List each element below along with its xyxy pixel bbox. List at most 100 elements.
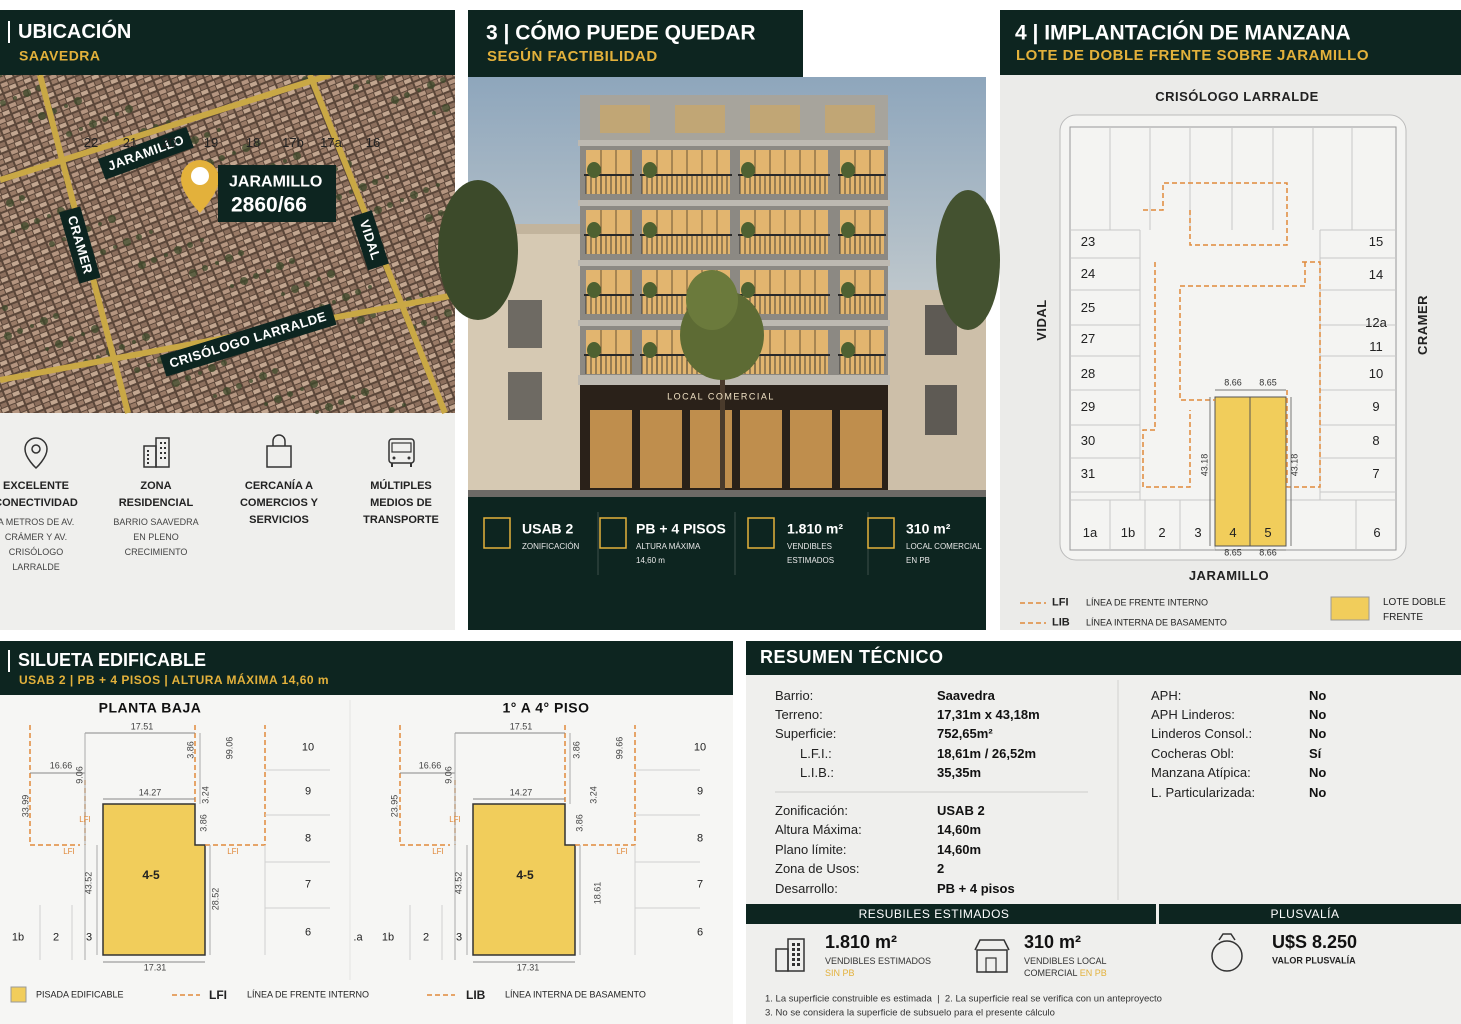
stat-value: 310 m² [906, 520, 951, 537]
lfi-line [1142, 262, 1191, 488]
tree [11, 229, 15, 233]
tree [208, 364, 216, 372]
feature-text: BARRIO SAAVEDRA EN PLENO CRECIMIENTO [113, 517, 199, 557]
field-value: 17,31m x 43,18m [937, 707, 1040, 723]
railing [584, 174, 634, 176]
tree [281, 292, 285, 296]
feature-title: MÚLTIPLES MEDIOS DE TRANSPORTE [363, 480, 439, 526]
tree [172, 379, 180, 387]
dimension-label: 3.24 [588, 786, 599, 804]
tree [336, 194, 342, 200]
section-title: PLUSVALÍA [1270, 906, 1340, 921]
tree [134, 367, 140, 373]
lot-number: 18 [245, 135, 261, 151]
plant [587, 282, 601, 298]
feature-text: A METROS DE AV. CRÁMER Y AV. CRISÓLOGO L… [0, 517, 75, 572]
stat-label: LOCAL COMERCIAL EN PB [906, 542, 982, 565]
lot-number: 10 [1368, 366, 1384, 382]
field-value: USAB 2 [937, 803, 985, 819]
tree [410, 191, 418, 199]
field-value: Saavedra [937, 688, 995, 704]
capital-gain-value: U$S 8.250 [1272, 932, 1358, 953]
icon [391, 442, 412, 453]
street [0, 72, 331, 183]
tree [274, 395, 282, 403]
field-label: Zona de Usos: [775, 861, 860, 877]
storefront-sign: LOCAL COMERCIAL [667, 391, 775, 402]
railing [838, 234, 886, 236]
window [825, 105, 875, 133]
field-value: No [1309, 785, 1327, 801]
dimension-label: 8.66 [1259, 547, 1277, 558]
tree [427, 81, 435, 89]
slab [578, 140, 890, 146]
lot-number: 21 [122, 135, 138, 151]
plant [741, 282, 755, 298]
stat-icon [747, 517, 775, 549]
storefront-window [790, 410, 832, 488]
icon [31, 444, 41, 454]
icon [974, 939, 1010, 951]
tree [113, 245, 117, 249]
plant [643, 282, 657, 298]
dimension-label: 43.18 [1289, 453, 1300, 477]
legend-swatch [10, 986, 27, 1003]
lot-number: 20 [161, 135, 177, 151]
header-title: SILUETA EDIFICABLE [18, 650, 206, 671]
tree [423, 187, 429, 193]
saleable-note: SIN PB [825, 968, 855, 978]
lot-number: 3 [455, 931, 463, 944]
icon [266, 445, 292, 468]
field-value: 752,65m² [937, 726, 993, 742]
tree [81, 332, 85, 336]
window [675, 105, 725, 133]
lot-number: 8 [304, 832, 312, 845]
icon [1211, 940, 1243, 972]
tree [289, 258, 295, 264]
tree [266, 269, 270, 273]
field-value: 18,61m / 26,52m [937, 746, 1037, 762]
tree [142, 333, 150, 341]
slab [578, 375, 890, 385]
header-title: RESUMEN TÉCNICO [760, 647, 944, 668]
slab [578, 260, 890, 266]
dimension-label: LFI [616, 847, 628, 857]
panel-bg [746, 675, 1461, 1024]
icon [160, 452, 162, 454]
railing [640, 294, 732, 296]
tree [438, 210, 444, 216]
tree [315, 410, 319, 414]
tree [404, 92, 410, 98]
lot-number: 4 [1229, 525, 1237, 541]
icon [792, 948, 795, 951]
storefront-window [740, 410, 782, 488]
address-box [218, 165, 336, 222]
stat-label: VENDIBLES ESTIMADOS [787, 542, 835, 565]
legend-text: PISADA EDIFICABLE [36, 989, 124, 1000]
icon [985, 957, 997, 973]
field-value: No [1309, 765, 1327, 781]
tree [200, 238, 204, 242]
icon [792, 953, 795, 956]
tree [30, 324, 34, 328]
tree [136, 234, 142, 240]
lot-number: 17a [320, 135, 342, 151]
tree [432, 111, 436, 115]
tree [264, 402, 268, 406]
field-label: Barrio: [775, 688, 814, 704]
panel-bg [0, 413, 455, 630]
tree [28, 119, 32, 123]
header-subtitle: SEGÚN FACTIBILIDAD [487, 48, 658, 65]
plant [587, 342, 601, 358]
plant [841, 162, 855, 178]
tree [0, 100, 6, 106]
tree [55, 340, 63, 348]
tree [936, 190, 1000, 330]
lot-number: 24 [1080, 266, 1096, 282]
tree [119, 344, 125, 350]
lot-number: 17b [282, 135, 304, 151]
tree [425, 214, 433, 222]
tree [2, 305, 8, 311]
tree [223, 387, 231, 395]
